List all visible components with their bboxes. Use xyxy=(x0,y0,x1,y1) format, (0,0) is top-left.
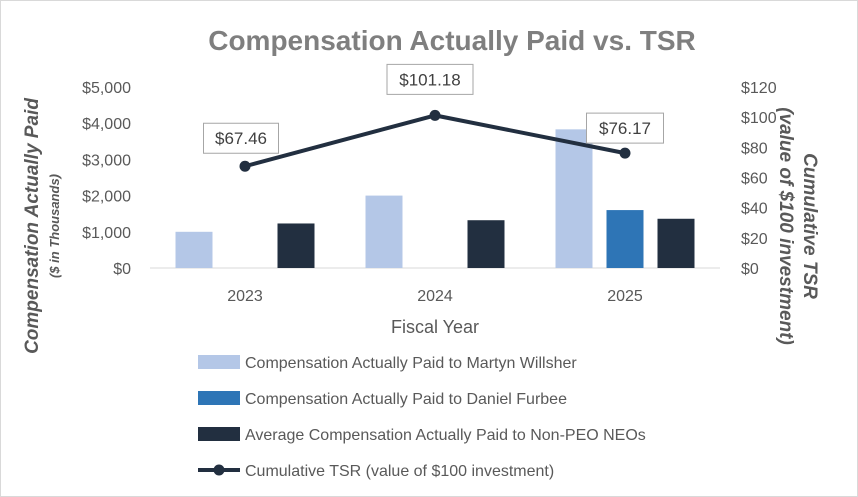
legend-marker xyxy=(213,464,225,476)
bar xyxy=(365,195,403,268)
y-tick-label: $5,000 xyxy=(82,80,131,97)
x-tick-label: 2023 xyxy=(227,288,263,305)
legend-swatch xyxy=(198,427,240,441)
tsr-data-label-box xyxy=(386,63,474,95)
x-tick-label: 2024 xyxy=(417,288,453,305)
legend-label: Cumulative TSR (value of $100 investment… xyxy=(245,463,554,480)
y2-tick-label: $40 xyxy=(741,201,768,218)
tsr-data-label: $67.46 xyxy=(215,129,267,148)
tsr-data-label: $76.17 xyxy=(599,119,651,138)
y2-tick-label: $80 xyxy=(741,140,768,157)
y2-tick-label: $20 xyxy=(741,231,768,248)
bar xyxy=(606,210,644,268)
bar xyxy=(467,220,505,268)
y-tick-label: $4,000 xyxy=(82,116,131,133)
bar xyxy=(657,218,695,268)
legend: Compensation Actually Paid to Martyn Wil… xyxy=(198,355,646,480)
tsr-data-label-box xyxy=(203,122,279,154)
legend-label: Average Compensation Actually Paid to No… xyxy=(245,427,646,444)
x-tick-labels: 2023 2024 2025 xyxy=(227,288,643,305)
chart-title: Compensation Actually Paid vs. TSR xyxy=(208,25,696,56)
legend-label: Compensation Actually Paid to Martyn Wil… xyxy=(245,355,577,372)
legend-label: Compensation Actually Paid to Daniel Fur… xyxy=(245,391,567,408)
y-axis-subtitle: ($ in Thousands) xyxy=(47,174,62,278)
bars xyxy=(175,129,695,268)
y2-tick-labels: $0 $20 $40 $60 $80 $100 $120 xyxy=(741,80,777,278)
y2-tick-label: $60 xyxy=(741,171,768,188)
y2-tick-label: $0 xyxy=(741,261,759,278)
x-axis-title: Fiscal Year xyxy=(391,317,479,337)
y2-axis-title: Cumulative TSR xyxy=(799,153,820,299)
y-tick-labels: $0 $1,000 $2,000 $3,000 $4,000 $5,000 xyxy=(82,80,131,278)
tsr-line-series xyxy=(239,109,631,172)
legend-swatch xyxy=(198,391,240,405)
tsr-data-labels: $67.46 $101.18 $76.17 xyxy=(203,63,664,154)
tsr-point xyxy=(429,109,441,121)
bar xyxy=(175,231,213,268)
tsr-data-label-box xyxy=(586,112,664,144)
legend-swatch xyxy=(198,355,240,369)
y2-axis-title-group: Cumulative TSR (value of $100 investment… xyxy=(775,107,820,345)
tsr-data-label: $101.18 xyxy=(399,70,460,89)
y-axis-title: Compensation Actually Paid xyxy=(22,98,43,354)
bar xyxy=(277,223,315,268)
y-tick-label: $3,000 xyxy=(82,152,131,169)
y-tick-label: $1,000 xyxy=(82,225,131,242)
y2-tick-label: $100 xyxy=(741,110,777,127)
tsr-point xyxy=(619,147,631,159)
tsr-point xyxy=(239,160,251,172)
x-tick-label: 2025 xyxy=(607,288,643,305)
bar xyxy=(555,129,593,268)
y2-tick-label: $120 xyxy=(741,80,777,97)
y-tick-label: $2,000 xyxy=(82,189,131,206)
y2-axis-subtitle: (value of $100 investment) xyxy=(775,107,796,345)
y-tick-label: $0 xyxy=(113,261,131,278)
y-axis-title-group: Compensation Actually Paid ($ in Thousan… xyxy=(22,98,62,354)
